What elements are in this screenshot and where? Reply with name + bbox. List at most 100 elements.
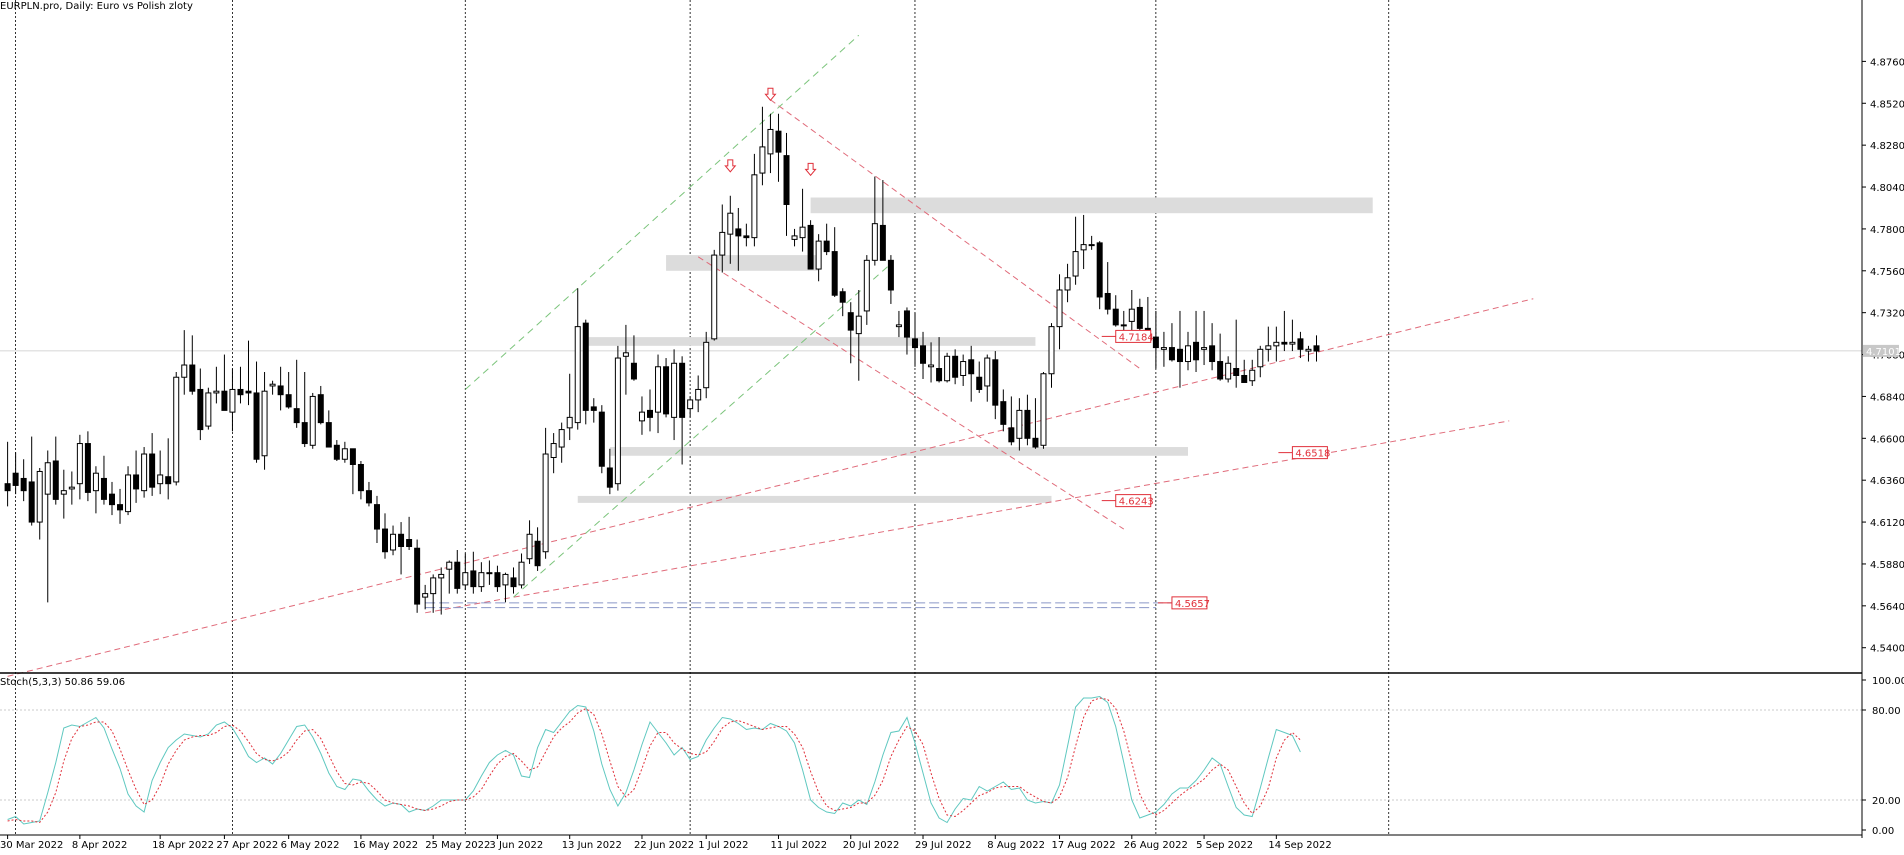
- candle: [68, 471, 75, 505]
- candle: [1040, 372, 1047, 449]
- candle-body-bearish: [663, 366, 670, 415]
- candle: [349, 448, 356, 495]
- time-tick-label: 29 Jul 2022: [915, 840, 972, 851]
- candle: [261, 372, 268, 470]
- candle: [406, 516, 413, 550]
- candle: [357, 460, 364, 500]
- candle-body-bullish: [695, 388, 702, 401]
- candle-body-bearish: [847, 312, 854, 331]
- time-tick-label: 1 Jul 2022: [698, 840, 748, 851]
- candle-body-bearish: [494, 572, 501, 588]
- candle-body-bearish: [325, 422, 332, 448]
- candle-body-bearish: [133, 474, 140, 490]
- price-level-label: 4.6518: [1295, 449, 1330, 460]
- candle: [1128, 289, 1135, 334]
- candle-body-bearish: [775, 130, 782, 153]
- candle-body-bullish: [92, 472, 99, 492]
- candle: [1281, 310, 1288, 352]
- candle: [558, 422, 565, 463]
- time-tick-label: 22 Jun 2022: [634, 840, 694, 851]
- candle-body-bearish: [414, 547, 421, 605]
- candle-body-bullish: [799, 226, 806, 239]
- candle: [92, 466, 99, 514]
- candle: [1225, 356, 1232, 383]
- candle: [655, 354, 662, 434]
- candle: [767, 113, 774, 174]
- candle: [117, 488, 124, 524]
- candle-body-bullish: [622, 352, 629, 357]
- candle: [606, 448, 613, 495]
- candle-body-bullish: [542, 453, 549, 553]
- candle: [1273, 326, 1280, 362]
- candle-body-bearish: [823, 240, 830, 253]
- candle-body-bearish: [887, 259, 894, 291]
- candle: [839, 288, 846, 317]
- candle: [936, 337, 943, 383]
- time-tick-label: 6 May 2022: [281, 840, 340, 851]
- candle: [1072, 216, 1079, 285]
- candle-body-bearish: [1193, 341, 1200, 361]
- candle: [125, 466, 132, 516]
- time-tick-label: 13 Jun 2022: [562, 840, 622, 851]
- candle-body-bullish: [1064, 277, 1071, 291]
- candle-body-bullish: [1201, 347, 1208, 350]
- candle-body-bearish: [1241, 374, 1248, 383]
- price-tick-label: 4.5400: [1870, 644, 1904, 655]
- candle: [614, 345, 621, 491]
- candle: [992, 351, 999, 420]
- candle: [108, 481, 115, 516]
- time-tick-label: 20 Jul 2022: [843, 840, 900, 851]
- candle-body-bearish: [1096, 242, 1103, 298]
- candle-body-bullish: [446, 561, 453, 570]
- zone-rect: [585, 337, 1036, 346]
- candle: [1257, 345, 1264, 378]
- candle: [671, 349, 678, 441]
- candle: [727, 195, 734, 264]
- candle-body-bullish: [1120, 324, 1127, 327]
- candle: [309, 392, 316, 449]
- candle: [695, 375, 702, 413]
- candle-body-bearish: [1008, 427, 1015, 443]
- candle: [430, 574, 437, 613]
- candle: [1233, 319, 1240, 388]
- channel-upper-line: [770, 99, 1141, 369]
- candle-body-bullish: [1088, 244, 1095, 247]
- candle-body-bullish: [751, 174, 758, 239]
- sell-arrow-icon: [724, 159, 737, 173]
- candle: [775, 113, 782, 182]
- candle-body-bullish: [518, 561, 525, 586]
- candle: [478, 562, 485, 592]
- candle: [807, 220, 814, 270]
- candle: [783, 132, 790, 236]
- price-level-label: 4.6243: [1119, 497, 1154, 508]
- candle: [149, 433, 156, 496]
- candle-body-bearish: [1000, 401, 1007, 425]
- candle-body-bearish: [382, 528, 389, 553]
- candle-body-bearish: [807, 224, 814, 270]
- candle-body-bearish: [277, 385, 284, 396]
- candle: [1168, 323, 1175, 362]
- candle-body-bearish: [20, 477, 27, 492]
- price-tick-label: 4.7800: [1870, 225, 1904, 236]
- candle-body-bullish: [638, 411, 645, 422]
- candle-body-bullish: [791, 235, 798, 240]
- candle: [1160, 331, 1167, 367]
- candle-body-bullish: [341, 448, 348, 460]
- candle-body-bearish: [365, 490, 372, 504]
- candle-body-bearish: [333, 444, 340, 460]
- candle: [920, 331, 927, 379]
- candle: [1080, 214, 1087, 270]
- candle: [181, 330, 188, 395]
- stochastic-title: Stoch(5,3,3) 50.86 59.06: [0, 677, 125, 688]
- price-level-label: 4.7184: [1119, 332, 1154, 343]
- rising-channel-upper: [464, 34, 860, 390]
- candle-body-bullish: [687, 399, 694, 410]
- candle-body-bearish: [398, 533, 405, 548]
- candle: [638, 396, 645, 435]
- candle-body-bullish: [438, 573, 445, 579]
- candle: [1152, 310, 1159, 369]
- candle-body-bearish: [237, 388, 244, 396]
- candle: [598, 405, 605, 474]
- time-tick-label: 3 Jun 2022: [489, 840, 543, 851]
- candle: [157, 450, 164, 495]
